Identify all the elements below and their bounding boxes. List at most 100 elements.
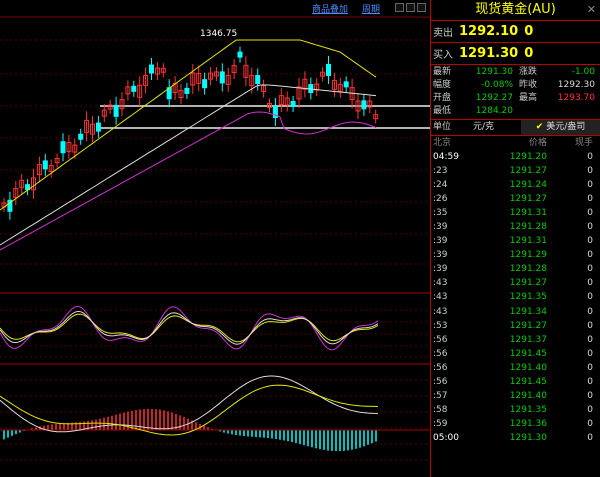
instrument-name: 现货黄金(AU)	[475, 2, 556, 17]
zoom-in-icon[interactable]	[395, 3, 404, 12]
table-row: :24 1291.24 0	[433, 180, 593, 191]
candle-body	[19, 179, 25, 188]
sell-label: 卖出	[433, 28, 453, 39]
table-row: :56 1291.45 0	[433, 348, 593, 359]
candle-body	[31, 177, 36, 191]
candle-body	[219, 71, 225, 84]
stat-row: 最新 1291.30 涨跌 -1.00	[433, 67, 595, 77]
candle-body	[48, 165, 54, 173]
candle-body	[302, 78, 308, 90]
candle-body	[331, 79, 337, 90]
close-icon[interactable]: ✕	[586, 3, 596, 16]
candle-body	[296, 86, 302, 100]
stats-block: 最新 1291.30 涨跌 -1.00 幅度 -0.08% 昨收 1292.30…	[431, 64, 600, 119]
unit-bar: 单位 元/克 ✔ 美元/盎司	[431, 119, 600, 136]
candle-body	[355, 100, 361, 112]
candle-body	[125, 86, 131, 95]
bollinger-mid	[0, 84, 377, 246]
table-row: :39 1291.29 0	[433, 250, 593, 261]
candle-body	[213, 71, 219, 77]
candle-body	[66, 141, 72, 152]
chart-toolbar: 商品叠加 周期	[300, 1, 430, 15]
candle-body	[54, 158, 60, 164]
high-price-annotation: 1346.75	[200, 29, 237, 39]
table-row: :39 1291.28 0	[433, 222, 593, 233]
candle-body	[337, 83, 343, 92]
candle-body	[202, 79, 208, 89]
candle-body	[272, 105, 278, 118]
kline-chart-area[interactable]: 1346.75	[0, 0, 430, 477]
table-row: :43 1291.27 0	[433, 278, 593, 289]
settings-icon[interactable]	[417, 3, 426, 12]
candle-body	[225, 74, 231, 85]
instrument-title: 现货黄金(AU) ✕	[431, 0, 600, 20]
stat-row: 开盘 1292.27 最高 1293.70	[433, 93, 595, 103]
candle-body	[143, 74, 149, 86]
candle-body	[42, 160, 48, 170]
buy-label: 买入	[433, 50, 453, 61]
candle-body	[184, 87, 190, 94]
candle-body	[154, 67, 160, 75]
candle-body	[178, 90, 184, 99]
kdj-k-line	[0, 310, 379, 345]
stat-row: 幅度 -0.08% 昨收 1292.30	[433, 80, 595, 90]
add-instrument-button[interactable]: 商品叠加	[312, 5, 349, 15]
tick-table[interactable]: 04:59 1291.20 0:23 1291.27 0:24 1291.24 0:26 12…	[431, 150, 600, 445]
table-row: :35 1291.31 0	[433, 208, 593, 219]
kdj-j-line	[0, 305, 379, 351]
candle-body	[249, 75, 255, 87]
zoom-out-icon[interactable]	[406, 3, 415, 12]
candle-body	[78, 133, 84, 140]
candle-body	[326, 63, 331, 76]
table-row: :39 1291.28 0	[433, 264, 593, 275]
buy-price: 1291.30	[459, 46, 519, 61]
bollinger-upper	[0, 39, 377, 211]
candle-body	[119, 99, 125, 110]
tick-table-header: 北京 价格 现手	[433, 138, 593, 148]
candle-body	[373, 114, 379, 120]
candle-body	[231, 65, 237, 74]
candle-body	[7, 199, 13, 212]
candle-body	[60, 141, 66, 154]
table-row: :23 1291.27 0	[433, 166, 593, 177]
buy-qty: 0	[524, 46, 534, 61]
period-button[interactable]: 周期	[362, 5, 381, 15]
table-row: :56 1291.40 0	[433, 362, 593, 373]
candle-body	[284, 97, 290, 106]
unit-toggle[interactable]: ✔ 美元/盎司	[521, 120, 600, 135]
table-row: :56 1291.45 0	[433, 376, 593, 387]
candle-body	[196, 72, 202, 84]
candle-body	[101, 109, 107, 117]
candle-body	[190, 72, 196, 86]
candle-body	[261, 85, 267, 93]
table-row: :57 1291.40 0	[433, 390, 593, 401]
candle-body	[267, 102, 272, 108]
bollinger-lower	[0, 111, 377, 251]
candle-body	[36, 164, 42, 176]
table-row: :53 1291.27 0	[433, 320, 593, 331]
candle-body	[367, 100, 373, 108]
candle-body	[343, 81, 349, 88]
table-row: 04:59 1291.20 0	[433, 152, 593, 162]
unit-label: 单位	[433, 122, 452, 132]
quote-panel: 现货黄金(AU) ✕ 卖出 1292.10 0 买入 1291.30 0 最新 …	[430, 0, 600, 477]
stat-row: 最低 1284.20	[433, 106, 513, 116]
candlestick-series	[1, 46, 379, 220]
macd-dif-line	[0, 375, 379, 433]
candle-body	[237, 51, 243, 58]
candle-body	[243, 64, 249, 78]
candle-body	[72, 144, 78, 153]
candle-body	[255, 75, 261, 85]
candle-body	[95, 122, 101, 132]
table-row: :56 1291.37 0	[433, 334, 593, 345]
table-row: :43 1291.35 0	[433, 292, 593, 303]
candle-body	[208, 72, 213, 80]
candle-body	[90, 123, 95, 135]
sell-price: 1292.10	[459, 24, 519, 39]
sell-quote-row: 卖出 1292.10 0	[431, 20, 600, 42]
table-row: 05:00 1291.30 0	[433, 432, 593, 443]
sell-qty: 0	[524, 24, 534, 39]
candle-body	[131, 85, 137, 92]
candle-body	[361, 100, 367, 110]
table-row: :43 1291.34 0	[433, 306, 593, 317]
